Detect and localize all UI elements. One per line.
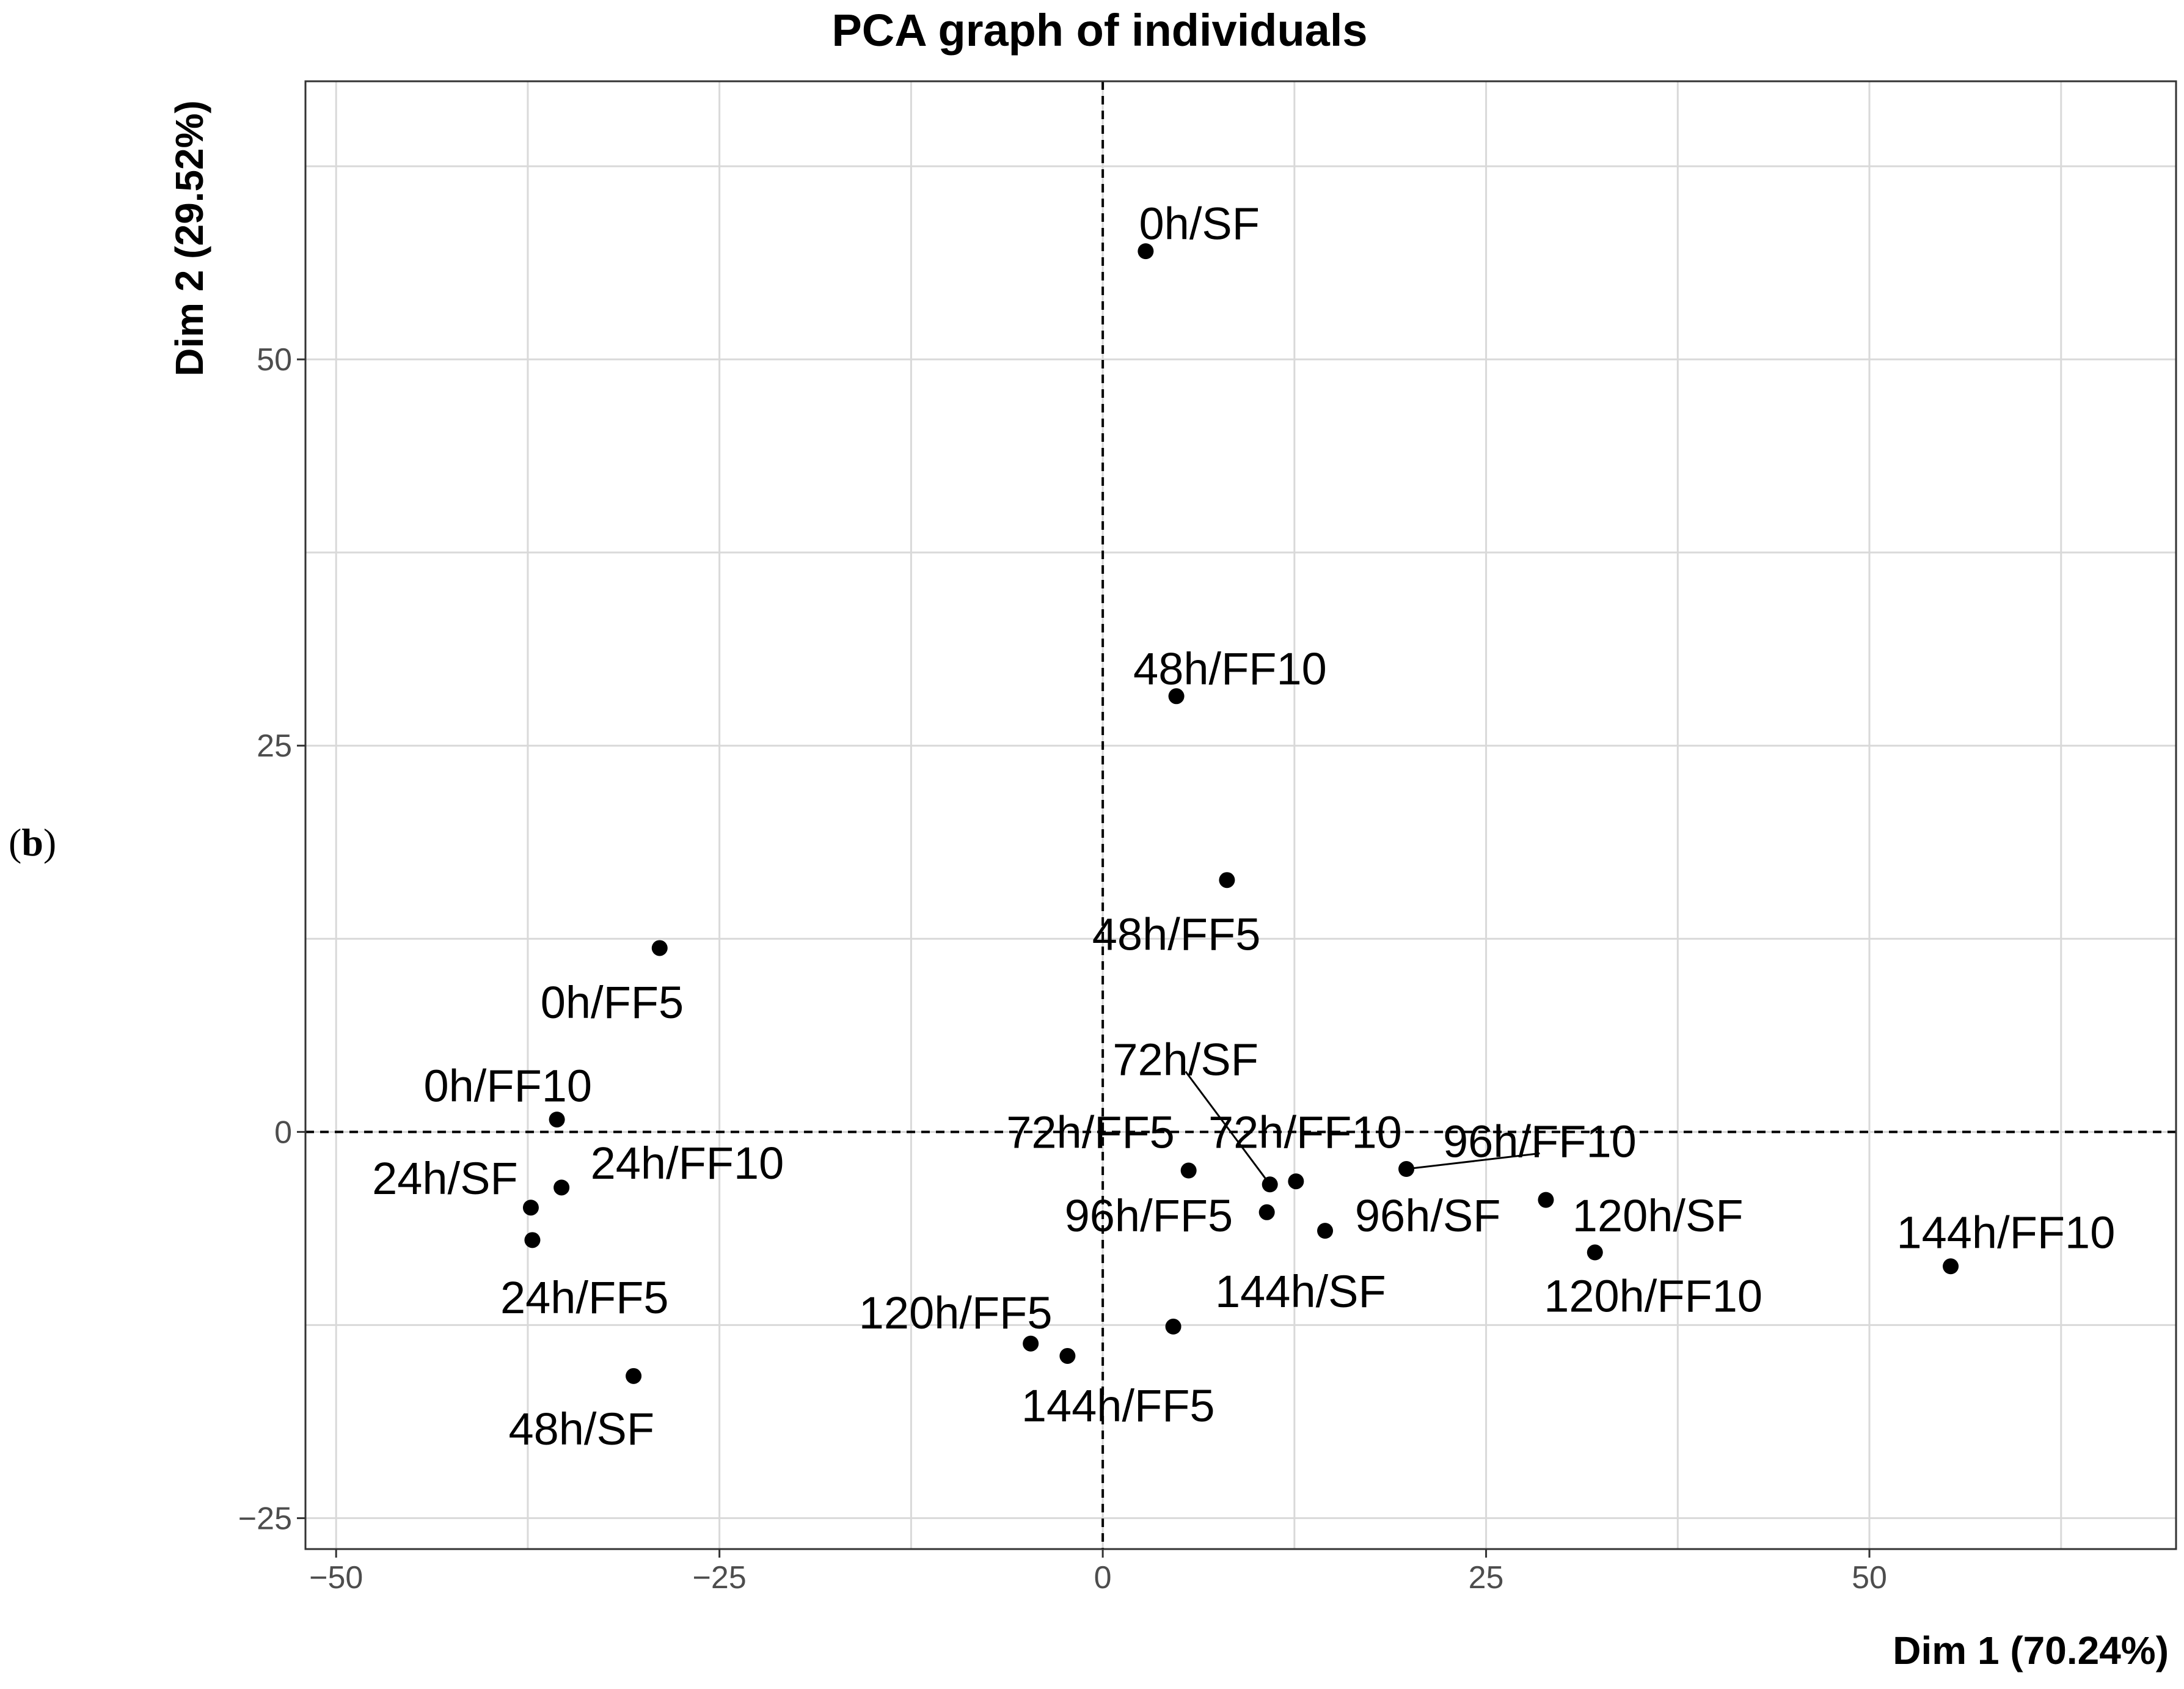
data-point [1317,1223,1334,1239]
data-point [1288,1173,1304,1190]
point-label: 120h/FF10 [1544,1270,1762,1321]
data-point [1258,1204,1275,1220]
point-label: 96h/SF [1355,1190,1501,1241]
data-point [549,1112,565,1128]
x-tick-label: 25 [1469,1560,1504,1596]
x-axis-title: Dim 1 (70.24%) [1893,1629,2169,1673]
point-label: 48h/FF5 [1092,909,1261,960]
x-tick-label: −25 [693,1560,747,1596]
point-label: 48h/SF [508,1404,654,1454]
data-point [1138,243,1154,260]
y-tick-label: −25 [238,1501,292,1536]
point-label: 0h/FF10 [424,1060,593,1111]
point-label: 48h/FF10 [1133,643,1327,694]
label-leader-lines [1185,1071,1540,1185]
point-label: 0h/FF5 [541,977,684,1028]
point-label: 96h/FF5 [1065,1190,1233,1241]
data-point [651,940,668,956]
x-tick-label: −50 [309,1560,363,1596]
chart-title: PCA graph of individuals [831,5,1367,56]
point-label: 24h/FF5 [500,1272,669,1323]
point-label: 0h/SF [1139,199,1260,249]
grid-layer [305,81,2176,1549]
data-point [1538,1192,1554,1208]
point-label: 72h/FF5 [1006,1107,1175,1157]
y-tick-label: 0 [274,1115,292,1150]
point-label: 24h/FF10 [591,1138,784,1189]
x-tick-label: 0 [1094,1560,1112,1596]
axis-ticks: −50 −25 0 25 50 −25 0 25 50 [238,342,1887,1596]
y-axis-title: Dim 2 (29.52%) [167,100,211,376]
data-point [524,1232,541,1248]
point-label: 72h/FF10 [1208,1107,1402,1157]
point-label: 120h/FF5 [859,1288,1053,1338]
data-point [1587,1244,1603,1261]
reference-lines [305,81,2176,1549]
point-label: 96h/FF10 [1443,1116,1637,1167]
point-label: 144h/SF [1215,1266,1386,1317]
data-point [522,1200,539,1216]
data-point [626,1368,642,1384]
data-point [1262,1176,1278,1193]
panel-label: (b) [9,821,56,864]
data-point [1398,1161,1415,1178]
data-point [1023,1335,1039,1352]
point-label: 24h/SF [372,1153,518,1204]
label-leader-line [1406,1152,1540,1170]
data-point [553,1179,570,1196]
data-point [1168,688,1185,705]
plot-panel-frame [304,80,2177,1550]
data-point [1180,1162,1197,1179]
point-label: 144h/FF10 [1896,1207,2115,1258]
label-leader-line [1185,1071,1271,1185]
point-label: 72h/SF [1112,1034,1258,1085]
data-point [1059,1347,1076,1364]
point-label: 144h/FF5 [1021,1380,1215,1431]
data-point [1219,872,1235,888]
data-point [1943,1258,1959,1275]
point-labels: 0h/SF 48h/FF10 48h/FF5 0h/FF5 0h/FF10 24h/SF 2… [372,199,2115,1454]
x-tick-label: 50 [1852,1560,1887,1596]
point-label: 120h/SF [1572,1190,1744,1241]
data-points [522,243,1959,1384]
data-point [1165,1318,1181,1335]
y-tick-label: 50 [257,342,292,378]
y-tick-label: 25 [257,728,292,764]
